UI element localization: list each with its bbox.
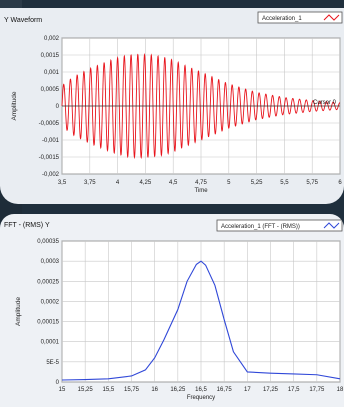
x-tick-label: 5 <box>227 180 231 186</box>
x-tick-label: 4,75 <box>195 180 207 186</box>
x-tick-label: 16 <box>151 387 158 393</box>
y-tick-label: 5E-5 <box>46 360 59 366</box>
y-tick-label: 0,0015 <box>41 53 60 59</box>
y-tick-label: 0 <box>56 104 60 110</box>
legend-swatch <box>323 222 340 229</box>
x-axis-label: Frequency <box>187 395 215 401</box>
x-tick-label: 3,5 <box>58 180 67 186</box>
x-tick-label: 5,5 <box>280 180 289 186</box>
y-tick-label: 0,0003 <box>41 259 60 265</box>
fft-panel: FFT - (RMS) Y 0,00035 0,0003 0,00025 0,0002 0… <box>0 214 344 407</box>
x-axis-label: Time <box>194 188 208 194</box>
x-tick-label: 4,5 <box>169 180 178 186</box>
x-tick-label: 15,25 <box>78 387 94 393</box>
y-axis-label: Amplitude <box>15 297 22 326</box>
waveform-panel: Y Waveform 0,002 0,0015 0,001 0,0005 0 -0,0005… <box>0 8 344 204</box>
x-tick-label: 16,75 <box>217 387 233 393</box>
x-tick-label: 6 <box>338 180 342 186</box>
x-tick-label: 17,5 <box>288 387 300 393</box>
series-line <box>61 260 341 381</box>
y-tick-label: 0,00035 <box>37 239 59 245</box>
x-tick-label: 16,25 <box>170 387 186 393</box>
y-tick-label: 0,0001 <box>41 340 60 346</box>
x-tick-label: 16,5 <box>195 387 207 393</box>
chart-title: Y Waveform <box>4 17 42 24</box>
y-tick-label: 0,0002 <box>41 299 60 305</box>
y-tick-label: 0,001 <box>44 70 60 76</box>
fft-chart[interactable]: FFT - (RMS) Y 0,00035 0,0003 0,00025 0,0002 0… <box>0 214 344 407</box>
legend-label: Acceleration_1 (FFT - (RMS)) <box>221 224 300 230</box>
x-tick-label: 15 <box>59 387 66 393</box>
x-tick-label: 4 <box>116 180 120 186</box>
x-tick-label: 18 <box>337 387 344 393</box>
legend-box <box>216 219 343 232</box>
cursor-label: Cursor 0 <box>313 100 337 106</box>
y-tick-label: 0 <box>56 380 60 386</box>
y-tick-label: 0,002 <box>44 36 60 42</box>
legend-box <box>257 11 343 24</box>
legend-swatch <box>323 14 340 21</box>
chart-title: FFT - (RMS) Y <box>4 222 50 229</box>
series-line <box>61 52 341 160</box>
x-tick-label: 15,5 <box>102 387 114 393</box>
x-tick-label: 15,75 <box>124 387 140 393</box>
y-tick-label: -0,001 <box>42 138 60 144</box>
waveform-chart[interactable]: Y Waveform 0,002 0,0015 0,001 0,0005 0 -0,0005… <box>0 8 344 204</box>
y-tick-label: 0,00015 <box>37 320 59 326</box>
y-tick-label: -0,0015 <box>39 155 60 161</box>
x-tick-label: 3,75 <box>84 180 96 186</box>
y-tick-label: -0,002 <box>42 172 60 178</box>
x-tick-label: 17,25 <box>263 387 279 393</box>
x-tick-label: 5,25 <box>251 180 263 186</box>
x-tick-label: 5,75 <box>306 180 318 186</box>
y-tick-label: 0,00025 <box>37 279 59 285</box>
x-tick-label: 17,75 <box>309 387 325 393</box>
y-axis-label: Amplitude <box>11 91 18 120</box>
legend-label: Acceleration_1 <box>262 16 302 22</box>
x-tick-label: 17 <box>244 387 251 393</box>
y-tick-label: -0,0005 <box>39 121 60 127</box>
y-tick-label: 0,0005 <box>41 87 60 93</box>
x-tick-label: 4,25 <box>140 180 152 186</box>
